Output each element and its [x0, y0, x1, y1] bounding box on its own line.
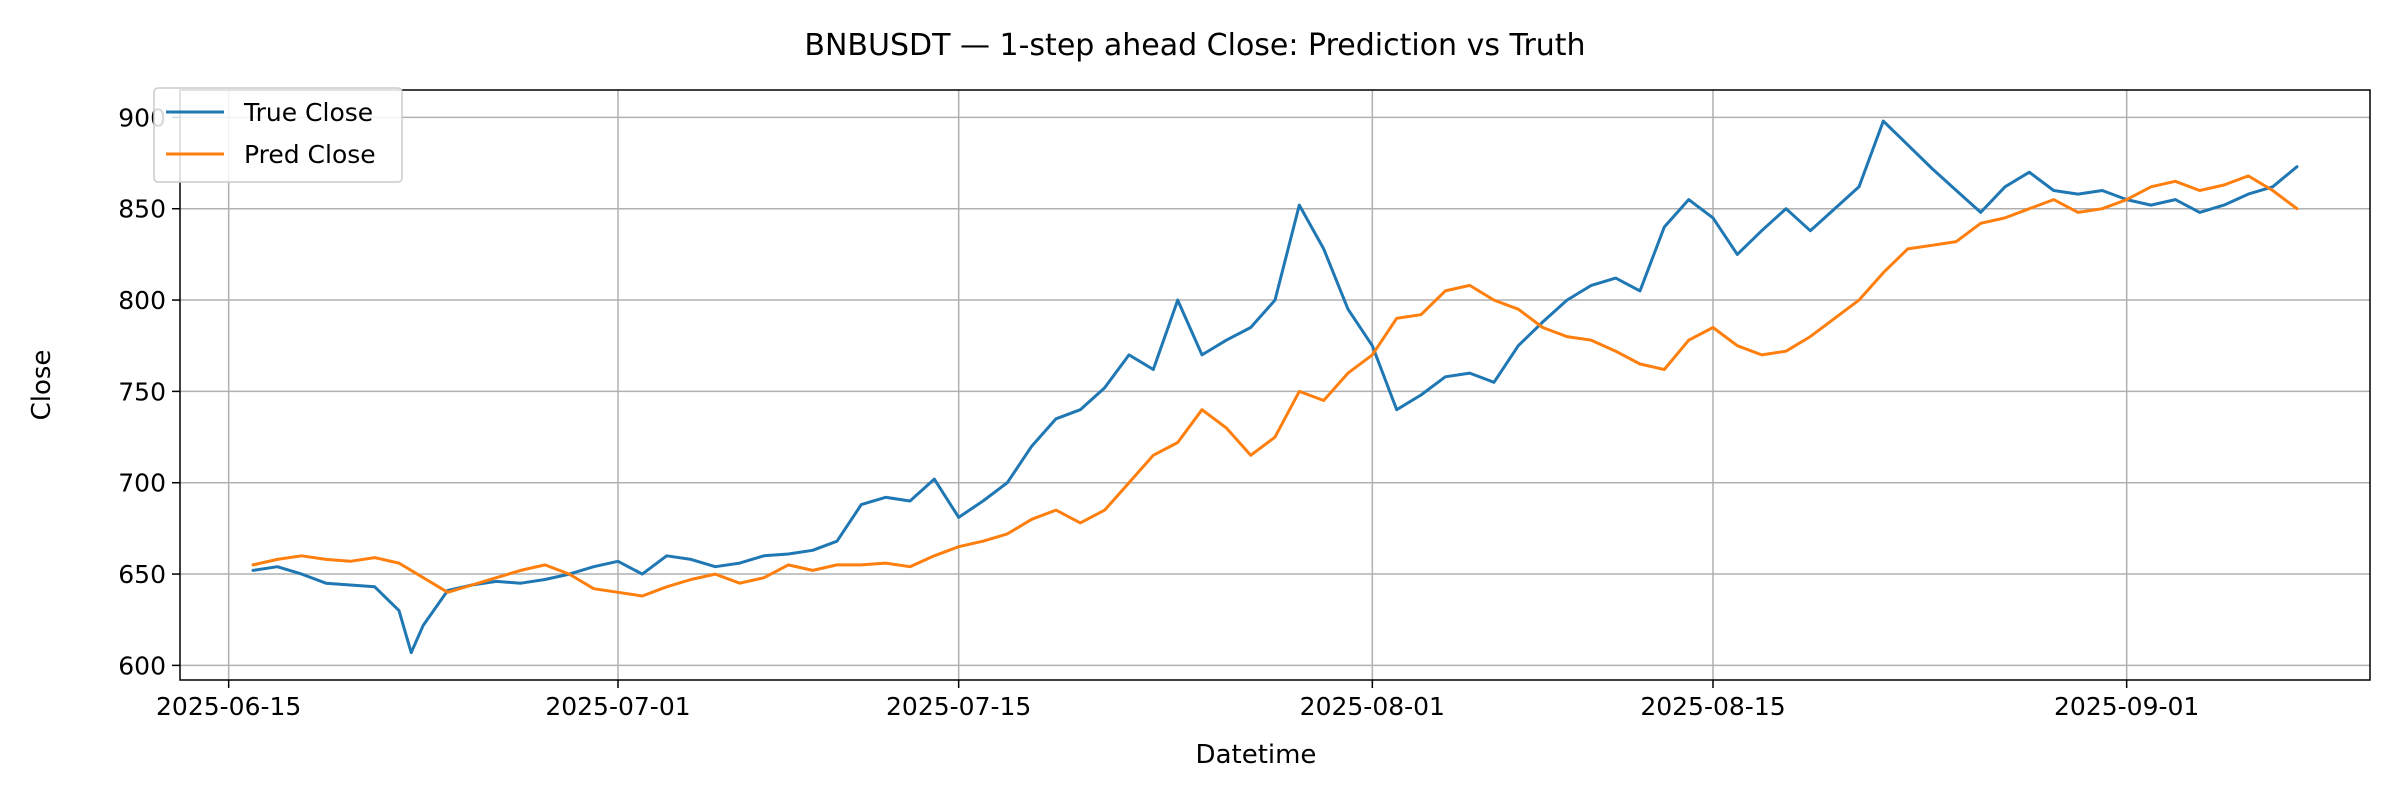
x-tick-label: 2025-08-01	[1300, 692, 1445, 721]
y-tick-label: 800	[118, 286, 166, 315]
x-tick-label: 2025-08-15	[1640, 692, 1785, 721]
series-line-true-close	[251, 119, 2299, 655]
legend: True Close Pred Close	[153, 87, 403, 183]
plot-frame	[179, 89, 2371, 681]
x-tick-label: 2025-07-01	[545, 692, 690, 721]
x-axis-label: Datetime	[1196, 740, 1317, 770]
x-tick-label: 2025-06-15	[156, 692, 301, 721]
series-line-pred-close	[251, 174, 2299, 598]
x-tick-label: 2025-09-01	[2054, 692, 2199, 721]
y-tick-label: 700	[118, 469, 166, 498]
y-axis-label: Close	[27, 350, 57, 421]
y-tick-label: 750	[118, 377, 166, 406]
chart-title: BNBUSDT — 1-step ahead Close: Prediction…	[804, 28, 1585, 63]
y-tick-label: 600	[118, 651, 166, 680]
legend-label-true-close: True Close	[243, 98, 373, 127]
x-tick-label: 2025-07-15	[886, 692, 1031, 721]
axis-ticks: 2025-06-15 2025-07-01 2025-07-15 2025-08-01…	[118, 103, 2199, 721]
y-tick-label: 850	[118, 195, 166, 224]
series-lines	[251, 119, 2299, 655]
legend-label-pred-close: Pred Close	[244, 140, 376, 169]
y-tick-label: 650	[118, 560, 166, 589]
